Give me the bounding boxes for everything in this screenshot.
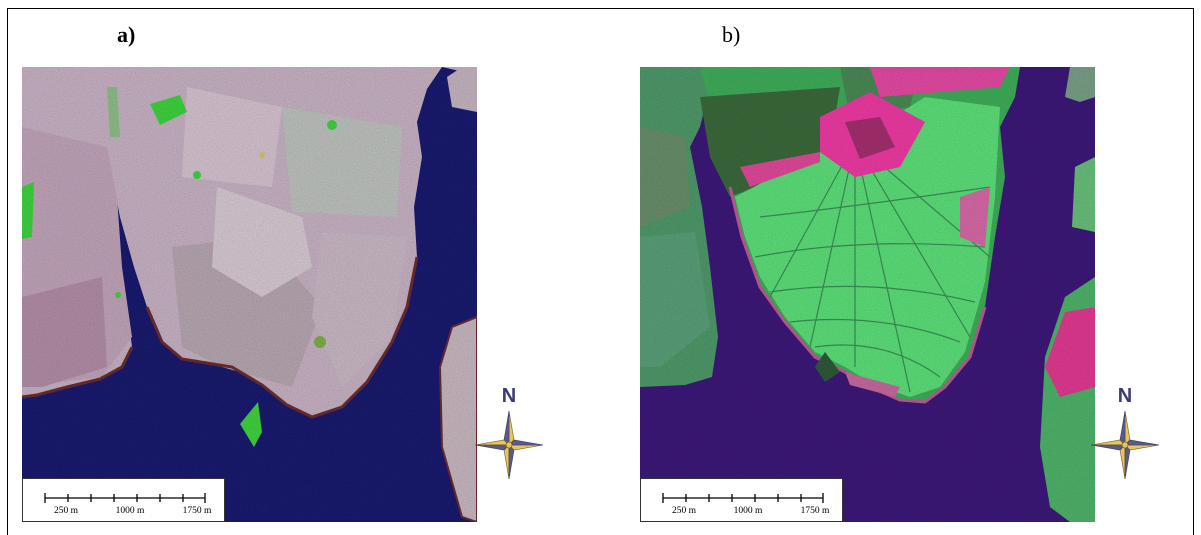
scale-tick-label: 250 m [53, 506, 79, 516]
satellite-map-b: 250 m 1000 m 1750 m [640, 67, 1095, 522]
scale-tick-label: 1750 m [800, 506, 830, 516]
figure-frame [7, 8, 1194, 535]
scale-bar-a: 250 m 1000 m 1750 m [22, 478, 225, 522]
north-arrow-a: N [473, 385, 545, 485]
panel-b-label: b) [722, 22, 741, 47]
scale-tick-label: 1000 m [115, 506, 145, 516]
compass-rose-icon [473, 409, 545, 481]
north-arrow-b: N [1089, 385, 1161, 485]
scale-tick-label: 1750 m [182, 506, 212, 516]
panel-a-label: a) [117, 22, 136, 47]
scale-tick-label: 1000 m [733, 506, 763, 516]
scale-bar-b: 250 m 1000 m 1750 m [640, 478, 843, 522]
satellite-map-a: 250 m 1000 m 1750 m [22, 67, 477, 522]
compass-rose-icon [1089, 409, 1161, 481]
north-label: N [1117, 385, 1133, 407]
north-label: N [501, 385, 517, 407]
scale-tick-label: 250 m [671, 506, 697, 516]
